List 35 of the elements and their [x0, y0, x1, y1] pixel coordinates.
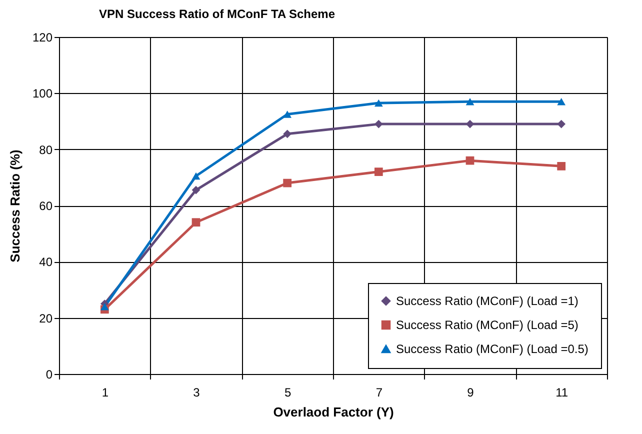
point	[374, 99, 383, 107]
point	[100, 302, 109, 310]
point	[466, 120, 474, 128]
x-axis-title: Overlaod Factor (Y)	[273, 404, 394, 420]
y-axis-title: Success Ratio (%)	[7, 150, 22, 262]
point	[466, 98, 474, 106]
x-tick-label: 3	[193, 386, 200, 400]
y-tick-label: 20	[39, 311, 53, 326]
point	[557, 98, 566, 106]
x-tick-label: 9	[467, 386, 474, 400]
y-tick-label: 80	[39, 142, 53, 157]
point	[192, 172, 200, 180]
x-tick-label: 5	[284, 386, 292, 400]
y-tick-label: 40	[39, 255, 53, 270]
x-tick-label: 11	[556, 386, 568, 400]
point	[283, 110, 292, 118]
legend-label: Success Ratio (MConF) (Load =5)	[396, 318, 578, 332]
point	[466, 156, 474, 165]
point	[374, 120, 383, 128]
y-tick-label: 0	[46, 368, 53, 382]
x-tick-label: 1	[102, 386, 109, 400]
y-tick-label: 120	[32, 30, 53, 44]
chart-title: VPN Success Ratio of MConF TA Scheme	[98, 7, 336, 21]
x-tick-label: 7	[376, 386, 383, 400]
legend-label: Success Ratio (MConF) (Load =1)	[396, 294, 578, 308]
point	[557, 162, 566, 170]
point	[283, 130, 292, 138]
legend-label: Success Ratio (MConF) (Load =0.5)	[396, 342, 588, 356]
point	[374, 168, 383, 176]
y-tick-label: 100	[32, 86, 53, 101]
point	[192, 186, 200, 194]
point	[557, 120, 566, 128]
point	[192, 218, 200, 227]
point	[283, 178, 292, 188]
y-tick-label: 60	[39, 199, 53, 213]
